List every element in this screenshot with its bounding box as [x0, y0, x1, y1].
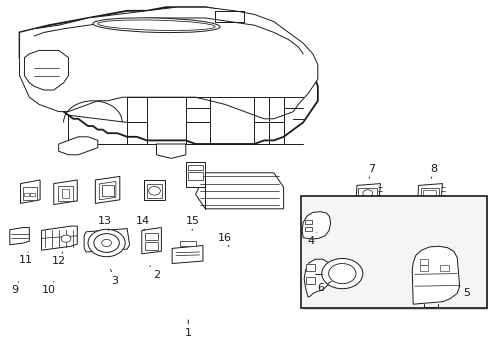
- Polygon shape: [185, 162, 205, 187]
- Polygon shape: [304, 259, 331, 297]
- Bar: [144, 242, 158, 250]
- Bar: [23, 187, 37, 200]
- Polygon shape: [20, 7, 317, 144]
- Polygon shape: [41, 226, 77, 250]
- Text: 4: 4: [306, 232, 316, 246]
- Bar: [58, 186, 73, 201]
- Bar: [358, 188, 376, 199]
- Polygon shape: [24, 50, 68, 90]
- Bar: [144, 233, 158, 240]
- Bar: [305, 220, 311, 224]
- Bar: [419, 259, 427, 265]
- Polygon shape: [302, 212, 330, 239]
- Text: 15: 15: [186, 216, 200, 230]
- Polygon shape: [59, 137, 98, 155]
- Bar: [30, 193, 35, 196]
- Bar: [24, 193, 29, 196]
- Bar: [144, 180, 164, 200]
- Text: 8: 8: [430, 164, 437, 178]
- Bar: [180, 241, 195, 246]
- Circle shape: [328, 264, 355, 284]
- Bar: [102, 185, 114, 196]
- Text: 2: 2: [150, 266, 160, 280]
- Bar: [146, 184, 162, 198]
- Polygon shape: [355, 184, 380, 202]
- Polygon shape: [411, 246, 459, 304]
- Polygon shape: [156, 144, 185, 158]
- Text: 14: 14: [136, 216, 150, 230]
- Polygon shape: [20, 180, 40, 203]
- Polygon shape: [99, 181, 116, 200]
- Text: 3: 3: [110, 270, 118, 286]
- Text: 13: 13: [98, 216, 112, 230]
- Text: 12: 12: [52, 252, 65, 266]
- Polygon shape: [54, 180, 77, 204]
- Circle shape: [102, 239, 111, 247]
- Bar: [419, 265, 427, 271]
- Circle shape: [61, 235, 71, 242]
- Bar: [61, 189, 69, 198]
- Circle shape: [94, 234, 119, 252]
- Text: 7: 7: [367, 164, 374, 178]
- Bar: [188, 165, 203, 170]
- Circle shape: [321, 258, 362, 289]
- Bar: [188, 172, 203, 180]
- Text: 9: 9: [11, 282, 19, 295]
- Bar: [305, 277, 315, 284]
- Text: 16: 16: [218, 233, 231, 247]
- Text: 10: 10: [42, 282, 56, 295]
- Polygon shape: [10, 228, 29, 245]
- Bar: [305, 227, 311, 231]
- Bar: [423, 190, 435, 196]
- Polygon shape: [142, 228, 161, 254]
- Circle shape: [362, 190, 372, 197]
- Polygon shape: [195, 173, 283, 209]
- Bar: [303, 198, 488, 310]
- Text: 6: 6: [316, 282, 331, 293]
- Polygon shape: [172, 246, 203, 264]
- Bar: [300, 196, 486, 308]
- Polygon shape: [95, 176, 120, 203]
- Bar: [420, 188, 438, 199]
- Polygon shape: [417, 184, 442, 202]
- Text: 5: 5: [457, 285, 469, 298]
- Text: 1: 1: [184, 320, 191, 338]
- Text: 11: 11: [19, 252, 32, 265]
- Polygon shape: [84, 229, 129, 252]
- Bar: [305, 264, 315, 271]
- Bar: [439, 265, 448, 271]
- Polygon shape: [20, 7, 317, 119]
- Ellipse shape: [98, 20, 215, 31]
- Circle shape: [88, 229, 125, 257]
- Ellipse shape: [93, 18, 220, 32]
- Circle shape: [148, 186, 160, 195]
